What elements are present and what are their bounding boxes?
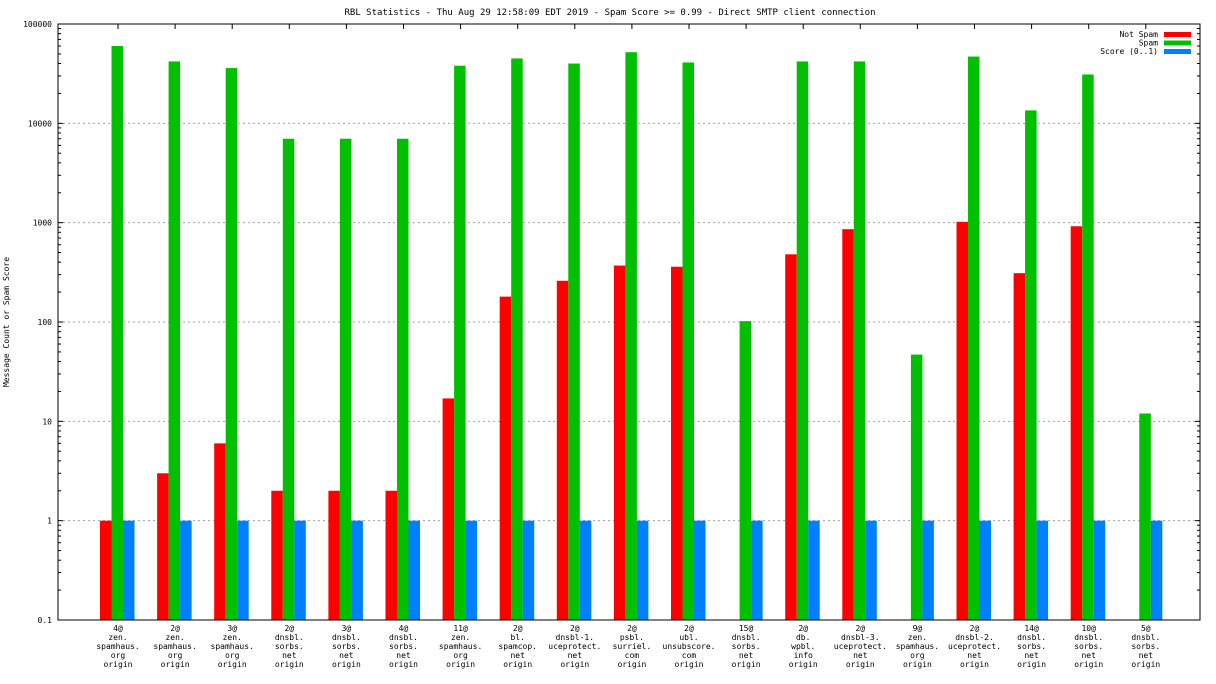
legend-swatch — [1164, 49, 1191, 54]
plot-frame — [57, 23, 1201, 621]
x-tick-label: 15@ dnsbl. sorbs. net origin — [732, 624, 761, 669]
bar — [613, 265, 626, 620]
bar — [910, 354, 923, 620]
x-tick-label: 2@ dnsbl-3. uceprotect. net origin — [834, 624, 887, 669]
bar — [751, 520, 763, 620]
bar — [294, 520, 306, 620]
y-tick-label: 100000 — [23, 20, 52, 29]
bar — [328, 490, 340, 620]
bar — [853, 61, 866, 621]
legend-label: Spam — [1139, 39, 1158, 48]
bar — [351, 520, 363, 620]
y-tick-label: 10000 — [28, 119, 52, 128]
bar — [739, 321, 752, 620]
x-tick-label: 2@ db. wpbl. info origin — [789, 624, 818, 669]
chart-title: RBL Statistics - Thu Aug 29 12:58:09 EDT… — [344, 8, 875, 18]
bar — [465, 520, 478, 620]
bar — [408, 520, 420, 620]
bar — [956, 221, 968, 620]
bar — [636, 520, 649, 620]
x-tick-label: 3@ zen. spamhaus. org origin — [211, 624, 254, 669]
bar — [282, 138, 295, 620]
bar — [1093, 520, 1106, 620]
x-tick-label: 2@ zen. spamhaus. org origin — [153, 624, 196, 669]
bar — [796, 61, 809, 621]
bar — [111, 46, 123, 620]
legend-swatch — [1164, 40, 1191, 46]
legend-label: Not Spam — [1119, 30, 1158, 39]
x-tick-label: 3@ dnsbl. sorbs. net origin — [332, 624, 361, 669]
bar — [454, 65, 466, 620]
bar — [682, 62, 694, 620]
x-tick-label: 10@ dnsbl. sorbs. net origin — [1074, 624, 1103, 669]
bar — [499, 296, 512, 620]
x-tick-label: 4@ dnsbl. sorbs. net origin — [389, 624, 418, 669]
x-tick-label: 2@ ubl. unsubscore. com origin — [663, 624, 716, 669]
y-tick-label: 1000 — [33, 219, 52, 228]
legend-swatch — [1164, 32, 1191, 37]
bar — [522, 520, 535, 620]
x-tick-label: 5@ dnsbl. sorbs. net origin — [1131, 624, 1160, 669]
bar — [1070, 226, 1083, 621]
bar — [865, 520, 877, 620]
x-tick-label: 2@ dnsbl-1. uceprotect. net origin — [548, 624, 601, 669]
bar — [808, 520, 820, 620]
bar — [1150, 520, 1163, 620]
bar — [271, 490, 283, 620]
bar — [1025, 110, 1037, 621]
bar — [511, 58, 523, 620]
bar — [225, 68, 238, 620]
x-tick-label: 2@ psbl. surriel. com origin — [613, 624, 652, 669]
bar — [214, 443, 226, 620]
bar — [397, 138, 409, 620]
x-tick-labels: 4@ zen. spamhaus. org origin 2@ zen. spamhaus. o… — [96, 624, 1160, 669]
bar — [1036, 520, 1049, 620]
y-tick-labels: 0.1 1 10 100 1000 10000 100000 — [23, 20, 52, 625]
bar — [579, 520, 592, 620]
x-tick-label: 2@ bl. spamcop. net origin — [498, 624, 537, 669]
bar — [568, 63, 580, 621]
bar — [671, 266, 683, 620]
y-tick-label: 10 — [42, 417, 52, 426]
bar — [385, 490, 397, 620]
bar — [1139, 413, 1151, 620]
bar — [180, 520, 192, 620]
bar — [968, 56, 980, 621]
y-tick-label: 100 — [38, 318, 53, 327]
bar — [842, 229, 854, 620]
bar — [168, 61, 181, 621]
bar — [922, 520, 934, 620]
x-tick-label: 2@ dnsbl-2. uceprotect. net origin — [948, 624, 1001, 669]
x-tick-label: 2@ dnsbl. sorbs. net origin — [275, 624, 304, 669]
bar — [979, 520, 991, 620]
bar — [625, 52, 637, 621]
bar — [100, 520, 112, 620]
bar — [1082, 74, 1094, 621]
legend-label: Score (0..1) — [1100, 47, 1158, 56]
x-tick-label: 14@ dnsbl. sorbs. net origin — [1017, 624, 1046, 669]
bar — [694, 520, 706, 620]
bar — [785, 254, 797, 621]
y-tick-label: 1 — [47, 517, 52, 526]
bar — [442, 398, 455, 620]
bar — [339, 138, 352, 620]
bar — [1013, 273, 1026, 620]
x-tick-label: 4@ zen. spamhaus. org origin — [96, 624, 139, 669]
bar-series — [100, 46, 1163, 621]
y-axis-label: Message Count or Spam Score — [2, 257, 11, 387]
bar — [237, 520, 249, 620]
bar — [556, 280, 569, 620]
bar — [157, 473, 169, 620]
x-tick-label: 11@ zen. spamhaus. org origin — [439, 624, 482, 669]
x-tick-label: 9@ zen. spamhaus. org origin — [896, 624, 939, 669]
y-tick-label: 0.1 — [38, 616, 53, 625]
bar — [123, 520, 135, 620]
